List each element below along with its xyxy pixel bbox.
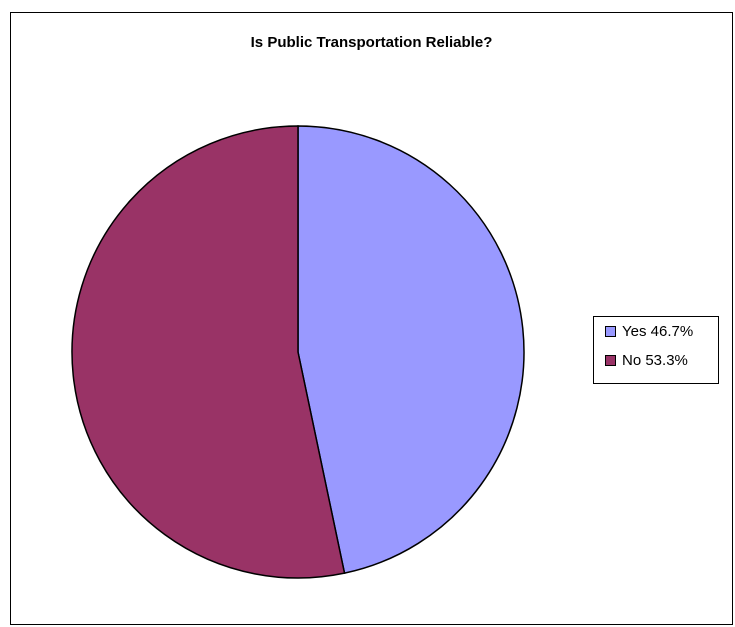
legend-swatch-yes — [605, 326, 616, 337]
legend-label-yes: Yes 46.7% — [622, 323, 694, 340]
pie-slice-no — [71, 125, 346, 579]
legend: Yes 46.7% No 53.3% — [593, 316, 719, 384]
legend-item-no: No 53.3% — [605, 352, 688, 369]
legend-swatch-no — [605, 355, 616, 366]
chart-title: Is Public Transportation Reliable? — [250, 34, 493, 51]
pie-slice-yes — [297, 125, 525, 575]
legend-item-yes: Yes 46.7% — [605, 323, 693, 340]
legend-label-no: No 53.3% — [622, 352, 688, 369]
